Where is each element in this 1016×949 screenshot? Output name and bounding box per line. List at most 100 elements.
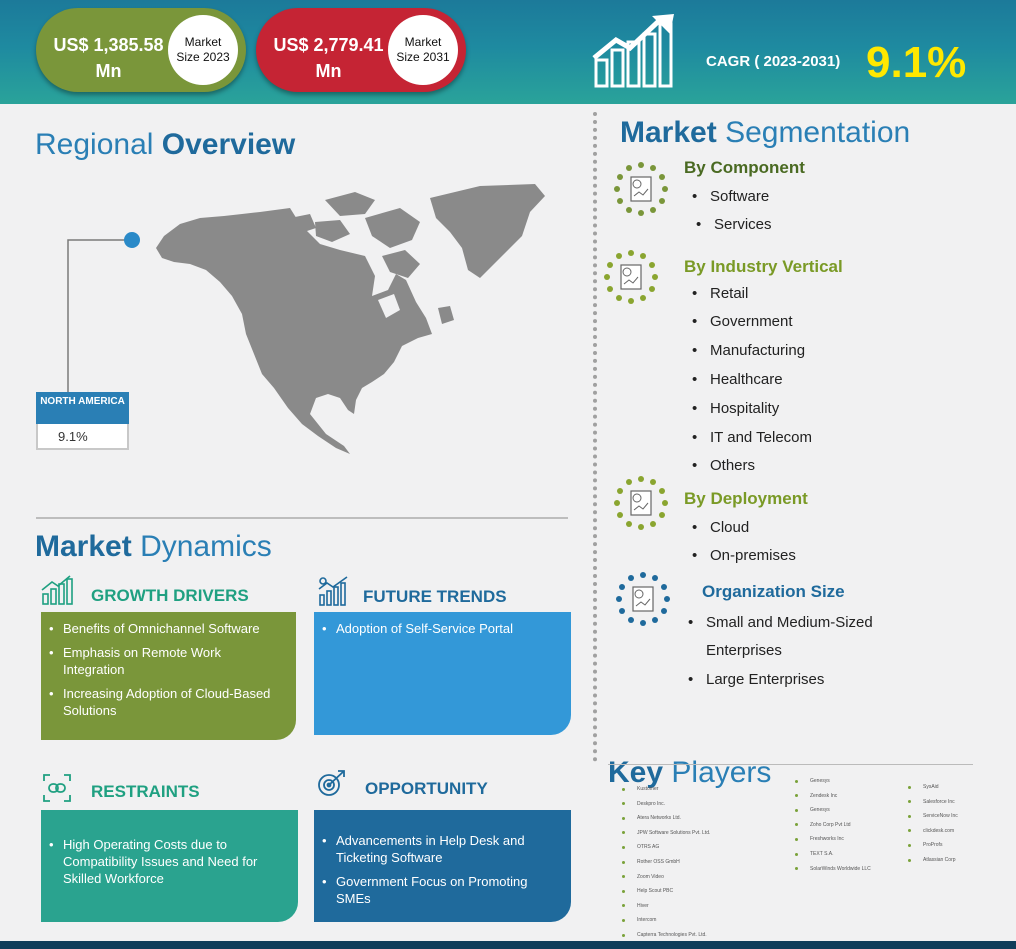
key-player-name: Rother OSS GmbH — [637, 859, 680, 865]
key-player-row: Capterra Technologies Pvt. Ltd. — [622, 932, 707, 938]
key-player-name: Deskpro Inc. — [637, 800, 666, 807]
bullet-icon — [908, 800, 911, 804]
bullet-icon — [622, 845, 625, 849]
growth-driver-item: Increasing Adoption of Cloud-Based Solut… — [49, 685, 286, 719]
restraints-icon — [43, 774, 71, 802]
key-players-underline — [608, 764, 973, 765]
key-player-name: Intercom — [637, 917, 657, 924]
bullet-icon — [908, 814, 911, 818]
cagr-value: 9.1% — [866, 38, 967, 87]
future-trends-title: FUTURE TRENDS — [363, 587, 507, 606]
key-player-name: JPW Software Solutions Pvt. Ltd. — [637, 829, 711, 836]
bullet-icon — [622, 860, 625, 864]
key-player-row: Help Scout PBC — [622, 888, 673, 894]
opportunity-box: Advancements in Help Desk and Ticketing … — [314, 810, 571, 922]
bullet-icon — [622, 918, 625, 922]
key-players-title: Key Players — [608, 756, 772, 789]
region-connector-line — [67, 232, 140, 396]
segment-item: Government — [692, 313, 793, 330]
key-player-name: clickdesk.com — [923, 827, 955, 834]
component-doc-icon — [614, 162, 668, 216]
segment-title-organization: Organization Size — [702, 582, 845, 601]
key-player-name: Zendesk Inc — [810, 792, 838, 799]
key-player-name: Atera Networks Ltd. — [637, 815, 681, 822]
horizontal-divider — [36, 517, 568, 519]
restraints-box: High Operating Costs due to Compatibilit… — [41, 810, 298, 922]
organization-doc-icon — [616, 572, 670, 626]
key-player-row: Hiver — [622, 903, 649, 909]
market-size-2023-label: Market Size 2023 — [168, 15, 238, 85]
segment-title-component: By Component — [684, 158, 805, 177]
opportunity-icon — [318, 770, 345, 796]
bullet-icon — [622, 831, 625, 835]
key-player-name: Atlassian Corp — [923, 857, 956, 863]
key-player-row: JPW Software Solutions Pvt. Ltd. — [622, 830, 710, 836]
key-player-row: SolarWinds Worldwide LLC — [795, 866, 871, 872]
key-player-row: Genesys — [795, 778, 830, 784]
deployment-doc-icon — [614, 476, 668, 530]
region-label: NORTH AMERICA — [36, 392, 129, 424]
bullet-icon — [622, 875, 625, 879]
segment-item: Software — [692, 188, 769, 205]
key-player-row: TEXT S.A. — [795, 851, 834, 857]
bullet-icon — [908, 843, 911, 847]
key-player-name: Zoho Corp Pvt Ltd — [810, 821, 851, 828]
key-player-name: Hiver — [637, 902, 649, 909]
key-player-name: Kustomer — [637, 786, 659, 792]
key-player-name: ProProfs — [923, 842, 943, 849]
market-size-2023-amount: US$ 1,385.58 Mn — [53, 35, 164, 81]
key-player-row: Zoho Corp Pvt Ltd — [795, 822, 851, 828]
regional-overview-title: Regional Overview — [35, 128, 296, 161]
bullet-icon — [622, 802, 625, 806]
key-player-row: Atera Networks Ltd. — [622, 815, 681, 821]
segment-item: Manufacturing — [692, 342, 805, 359]
key-player-row: Zoom Video — [622, 874, 664, 880]
key-player-row: ProProfs — [908, 842, 942, 848]
key-player-name: SysAid — [923, 784, 939, 790]
future-trends-box: Adoption of Self-Service Portal — [314, 612, 571, 735]
key-player-row: Genesys — [795, 807, 830, 813]
key-player-row: Intercom — [622, 917, 656, 923]
growth-driver-item: Emphasis on Remote Work Integration — [49, 644, 286, 678]
key-player-row: Salesforce Inc — [908, 799, 955, 805]
bullet-icon — [622, 816, 625, 820]
segment-item-continuation: Enterprises — [706, 642, 782, 659]
bullet-icon — [795, 852, 798, 856]
market-segmentation-title: Market Segmentation — [620, 116, 911, 149]
key-player-name: ServiceNow Inc — [923, 813, 958, 820]
segment-item: IT and Telecom — [692, 429, 812, 446]
key-player-name: Help Scout PBC — [637, 888, 674, 895]
bullet-icon — [908, 785, 911, 789]
key-player-name: Freshworks Inc — [810, 836, 844, 843]
segment-item: Small and Medium-Sized — [688, 614, 873, 631]
market-size-2031-label: Market Size 2031 — [388, 15, 458, 85]
segment-item: On-premises — [692, 547, 796, 564]
key-player-name: OTRS AG — [637, 844, 660, 851]
key-player-name: Genesys — [810, 807, 830, 814]
footer-bar — [0, 941, 1016, 949]
bullet-icon — [795, 794, 798, 798]
market-size-2031-pill: US$ 2,779.41 Mn Market Size 2031 — [256, 8, 466, 92]
key-player-row: Deskpro Inc. — [622, 801, 665, 807]
segment-item: Hospitality — [692, 400, 779, 417]
key-player-row: Freshworks Inc — [795, 836, 844, 842]
bullet-icon — [795, 867, 798, 871]
bullet-icon — [622, 889, 625, 893]
key-player-name: Genesys — [810, 778, 830, 784]
future-trends-icon — [318, 576, 348, 606]
market-size-2023-pill: US$ 1,385.58 Mn Market Size 2023 — [36, 8, 246, 92]
key-player-name: Zoom Video — [637, 873, 664, 880]
segment-item: Large Enterprises — [688, 671, 824, 688]
market-size-2031-amount: US$ 2,779.41 Mn — [273, 35, 384, 81]
region-value: 9.1% — [36, 424, 129, 450]
opportunity-item: Advancements in Help Desk and Ticketing … — [322, 832, 561, 866]
vertical-divider — [593, 112, 597, 762]
growth-chart-icon — [592, 14, 674, 88]
bullet-icon — [795, 808, 798, 812]
growth-drivers-title: GROWTH DRIVERS — [91, 586, 249, 605]
segment-item: Retail — [692, 285, 748, 302]
bullet-icon — [908, 829, 911, 833]
industry-doc-icon — [604, 250, 658, 304]
key-player-row: clickdesk.com — [908, 828, 954, 834]
bullet-icon — [622, 787, 625, 791]
